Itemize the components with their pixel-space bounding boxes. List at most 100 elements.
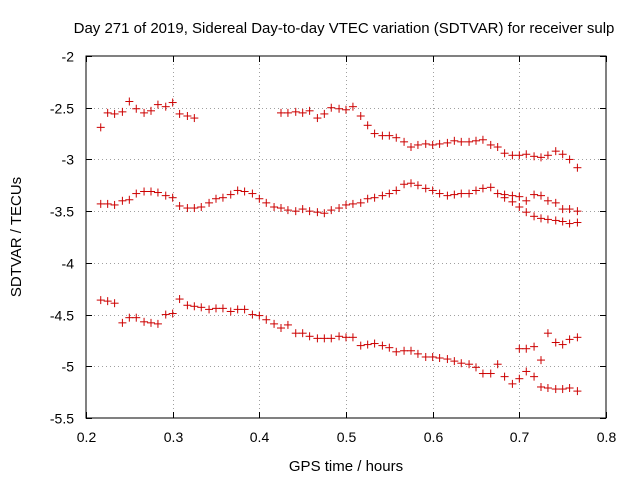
- data-point-lower: [522, 367, 531, 376]
- data-point-middle: [450, 190, 459, 199]
- data-point-middle: [291, 207, 300, 216]
- y-tick-label: -3.5: [50, 204, 74, 220]
- data-point-lower: [348, 333, 357, 342]
- data-point-upper: [147, 106, 155, 115]
- data-point-middle: [348, 199, 357, 208]
- data-point-middle: [335, 204, 344, 213]
- data-point-middle: [356, 198, 365, 207]
- data-point-upper: [277, 108, 285, 117]
- data-point-middle: [500, 193, 509, 202]
- data-point-upper: [537, 153, 545, 162]
- data-point-middle: [212, 194, 220, 203]
- data-point-upper: [313, 114, 322, 123]
- data-point-middle: [392, 186, 401, 195]
- data-point-upper: [153, 100, 162, 109]
- data-point-middle: [537, 214, 545, 223]
- data-point-middle: [378, 191, 387, 200]
- data-point-middle: [385, 189, 394, 198]
- data-point-middle: [270, 203, 279, 212]
- data-point-upper: [363, 121, 372, 130]
- data-point-middle: [530, 212, 539, 221]
- data-point-lower: [565, 335, 574, 344]
- data-point-middle: [565, 219, 574, 228]
- x-tick-label: 0.7: [510, 429, 530, 445]
- data-point-middle: [226, 190, 235, 199]
- data-point-lower: [153, 319, 162, 328]
- data-point-upper: [478, 135, 487, 144]
- data-point-lower: [248, 310, 257, 319]
- data-point-upper: [175, 109, 184, 118]
- data-point-upper: [493, 143, 502, 152]
- data-point-upper: [407, 143, 415, 152]
- data-point-lower: [428, 352, 437, 361]
- data-point-middle: [508, 197, 517, 206]
- data-point-lower: [530, 342, 539, 351]
- data-point-middle: [283, 206, 292, 215]
- data-point-lower: [378, 341, 387, 350]
- data-point-lower: [530, 372, 539, 381]
- data-point-upper: [348, 102, 357, 111]
- data-point-middle: [515, 192, 524, 201]
- y-tick-label: -5.5: [50, 411, 74, 427]
- data-point-middle: [183, 204, 192, 213]
- data-point-lower: [240, 305, 249, 314]
- data-point-upper: [96, 123, 105, 132]
- data-points: [96, 97, 582, 396]
- data-point-middle: [400, 180, 409, 189]
- data-point-lower: [543, 329, 552, 338]
- data-point-middle: [205, 198, 214, 207]
- data-point-upper: [530, 152, 539, 161]
- y-tick-label: -3: [62, 152, 75, 168]
- data-point-lower: [537, 356, 545, 365]
- data-point-middle: [110, 200, 119, 209]
- data-point-lower: [443, 355, 452, 364]
- data-point-lower: [370, 339, 379, 348]
- data-point-upper: [320, 109, 329, 118]
- data-point-lower: [356, 341, 365, 350]
- data-point-middle: [486, 183, 495, 192]
- data-point-lower: [573, 387, 582, 396]
- data-point-lower: [515, 374, 524, 383]
- data-point-lower: [96, 296, 105, 305]
- data-point-middle: [522, 208, 531, 217]
- data-point-upper: [435, 139, 444, 148]
- data-point-lower: [551, 385, 560, 394]
- data-point-middle: [161, 191, 170, 200]
- data-point-middle: [530, 190, 539, 199]
- data-point-middle: [118, 196, 127, 205]
- data-point-upper: [378, 131, 387, 140]
- data-point-upper: [118, 107, 127, 116]
- data-point-upper: [565, 155, 574, 164]
- data-point-middle: [558, 205, 567, 214]
- data-point-lower: [392, 347, 401, 356]
- data-point-upper: [450, 136, 459, 145]
- data-point-middle: [103, 199, 112, 208]
- data-point-lower: [125, 313, 134, 322]
- data-point-lower: [233, 305, 242, 314]
- data-point-middle: [428, 186, 437, 195]
- data-point-lower: [218, 304, 227, 313]
- data-point-middle: [327, 206, 336, 215]
- axis-ticks: 0.2 0.3 0.4 0.5 0.6 0.7 0.8 -5.5 -5 -4.5 -4 -3.5 -3 -…: [50, 49, 617, 446]
- data-point-upper: [522, 150, 531, 159]
- data-point-lower: [175, 295, 184, 304]
- data-point-upper: [486, 140, 495, 149]
- x-tick-label: 0.2: [77, 429, 97, 445]
- data-point-middle: [558, 217, 567, 226]
- data-point-lower: [472, 363, 480, 372]
- data-point-middle: [240, 187, 249, 196]
- data-point-lower: [508, 379, 517, 388]
- data-point-lower: [465, 360, 474, 369]
- data-point-lower: [421, 352, 430, 361]
- data-point-lower: [385, 343, 394, 352]
- data-point-middle: [262, 198, 271, 207]
- data-point-middle: [515, 203, 524, 212]
- data-point-lower: [147, 318, 155, 327]
- data-point-lower: [558, 340, 567, 349]
- data-point-middle: [435, 189, 444, 198]
- data-point-upper: [110, 109, 119, 118]
- data-point-lower: [435, 354, 444, 363]
- data-point-upper: [305, 106, 314, 115]
- data-point-middle: [233, 186, 242, 195]
- data-point-upper: [558, 150, 567, 159]
